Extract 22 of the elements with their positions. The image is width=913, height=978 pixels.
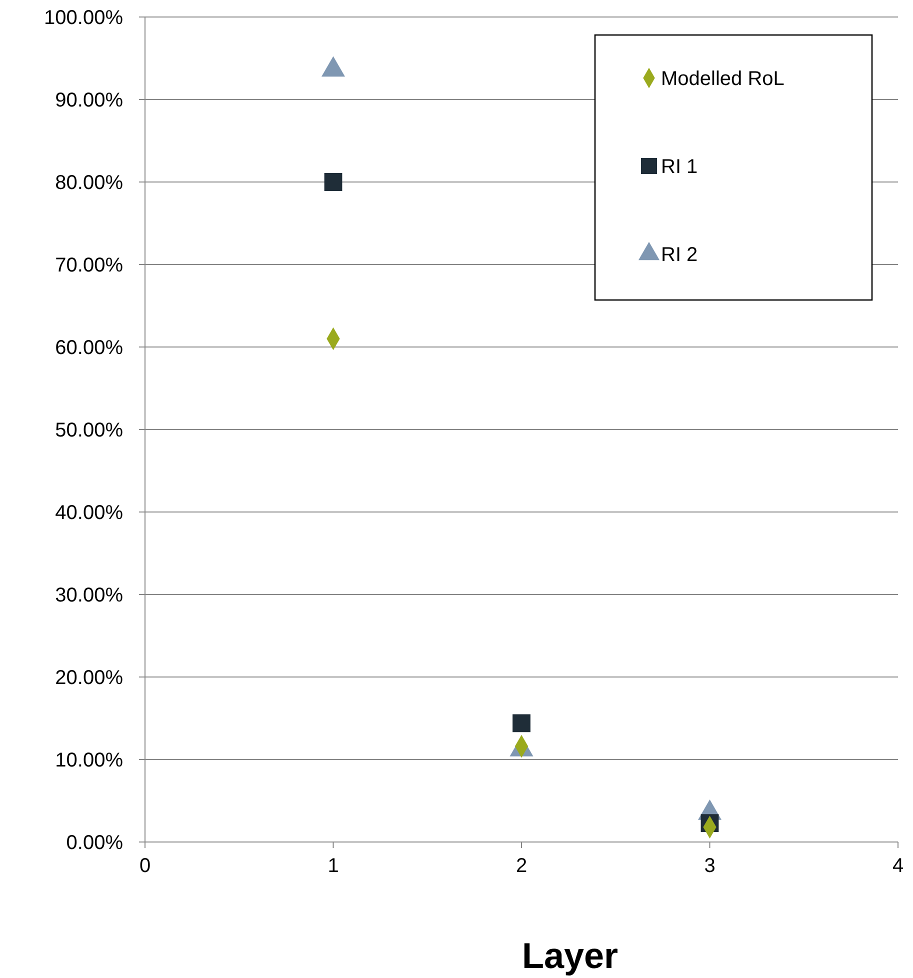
x-tick-label: 3 [704,855,716,877]
legend-label: RI 1 [661,156,698,178]
y-tick-label: 0.00% [66,832,124,854]
y-tick-label: 30.00% [55,584,124,606]
legend-label: RI 2 [661,244,698,266]
y-tick-label: 70.00% [55,254,124,276]
point [324,173,342,191]
legend-label: Modelled RoL [661,68,784,90]
x-tick-label: 0 [139,855,151,877]
y-tick-label: 10.00% [55,750,124,772]
y-tick-label: 90.00% [55,90,124,112]
y-tick-label: 50.00% [55,420,124,442]
y-tick-label: 20.00% [55,667,124,689]
point [512,714,530,732]
x-tick-label: 1 [328,855,339,877]
x-tick-label: 2 [516,855,528,877]
y-tick-label: 40.00% [55,502,124,524]
y-tick-label: 80.00% [55,172,124,194]
y-tick-label: 100.00% [44,7,124,29]
y-tick-label: 60.00% [55,337,124,359]
x-tick-label: 4 [892,855,904,877]
x-axis-title: Layer [522,935,618,976]
